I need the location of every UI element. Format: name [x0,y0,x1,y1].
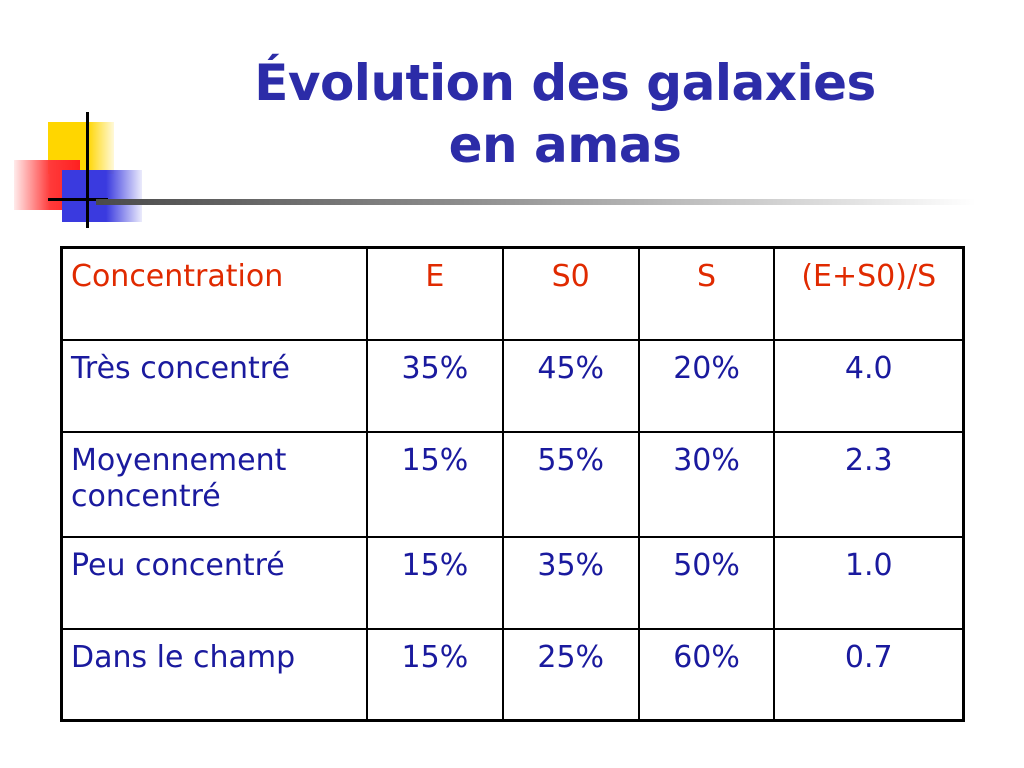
vertical-line [86,112,89,228]
cell-s0: 35% [501,535,640,630]
horizontal-line [48,198,108,201]
slide-title: Évolution des galaxies en amas [150,52,980,176]
cell-s: 60% [637,627,776,722]
header-e: E [365,246,504,341]
cell-e: 15% [365,627,504,722]
table-row: Très concentré 35% 45% 20% 4.0 [60,338,965,433]
slide-title-line-2: en amas [448,116,682,174]
header-concentration: Concentration [60,246,368,341]
header-s: S [637,246,776,341]
cell-s: 50% [637,535,776,630]
row-label: Dans le champ [60,627,368,722]
decorative-squares-logo [0,0,160,240]
cell-e: 15% [365,430,504,538]
cell-ratio: 2.3 [773,430,965,538]
row-label: Très concentré [60,338,368,433]
row-label: Peu concentré [60,535,368,630]
cell-e: 15% [365,535,504,630]
table-row: Peu concentré 15% 35% 50% 1.0 [60,535,965,630]
cell-s0: 45% [501,338,640,433]
galaxy-evolution-table: Concentration E S0 S (E+S0)/S Très conce… [60,246,965,722]
table-row: Dans le champ 15% 25% 60% 0.7 [60,627,965,722]
cell-s: 30% [637,430,776,538]
cell-s0: 55% [501,430,640,538]
blue-square [62,170,142,222]
slide-title-line-1: Évolution des galaxies [254,54,876,112]
table-row: Moyennement concentré 15% 55% 30% 2.3 [60,430,965,538]
header-ratio: (E+S0)/S [773,246,965,341]
header-s0: S0 [501,246,640,341]
cell-ratio: 0.7 [773,627,965,722]
cell-s0: 25% [501,627,640,722]
title-underline [96,199,976,205]
cell-ratio: 4.0 [773,338,965,433]
cell-ratio: 1.0 [773,535,965,630]
row-label: Moyennement concentré [60,430,368,538]
cell-e: 35% [365,338,504,433]
table-header-row: Concentration E S0 S (E+S0)/S [60,246,965,341]
cell-s: 20% [637,338,776,433]
